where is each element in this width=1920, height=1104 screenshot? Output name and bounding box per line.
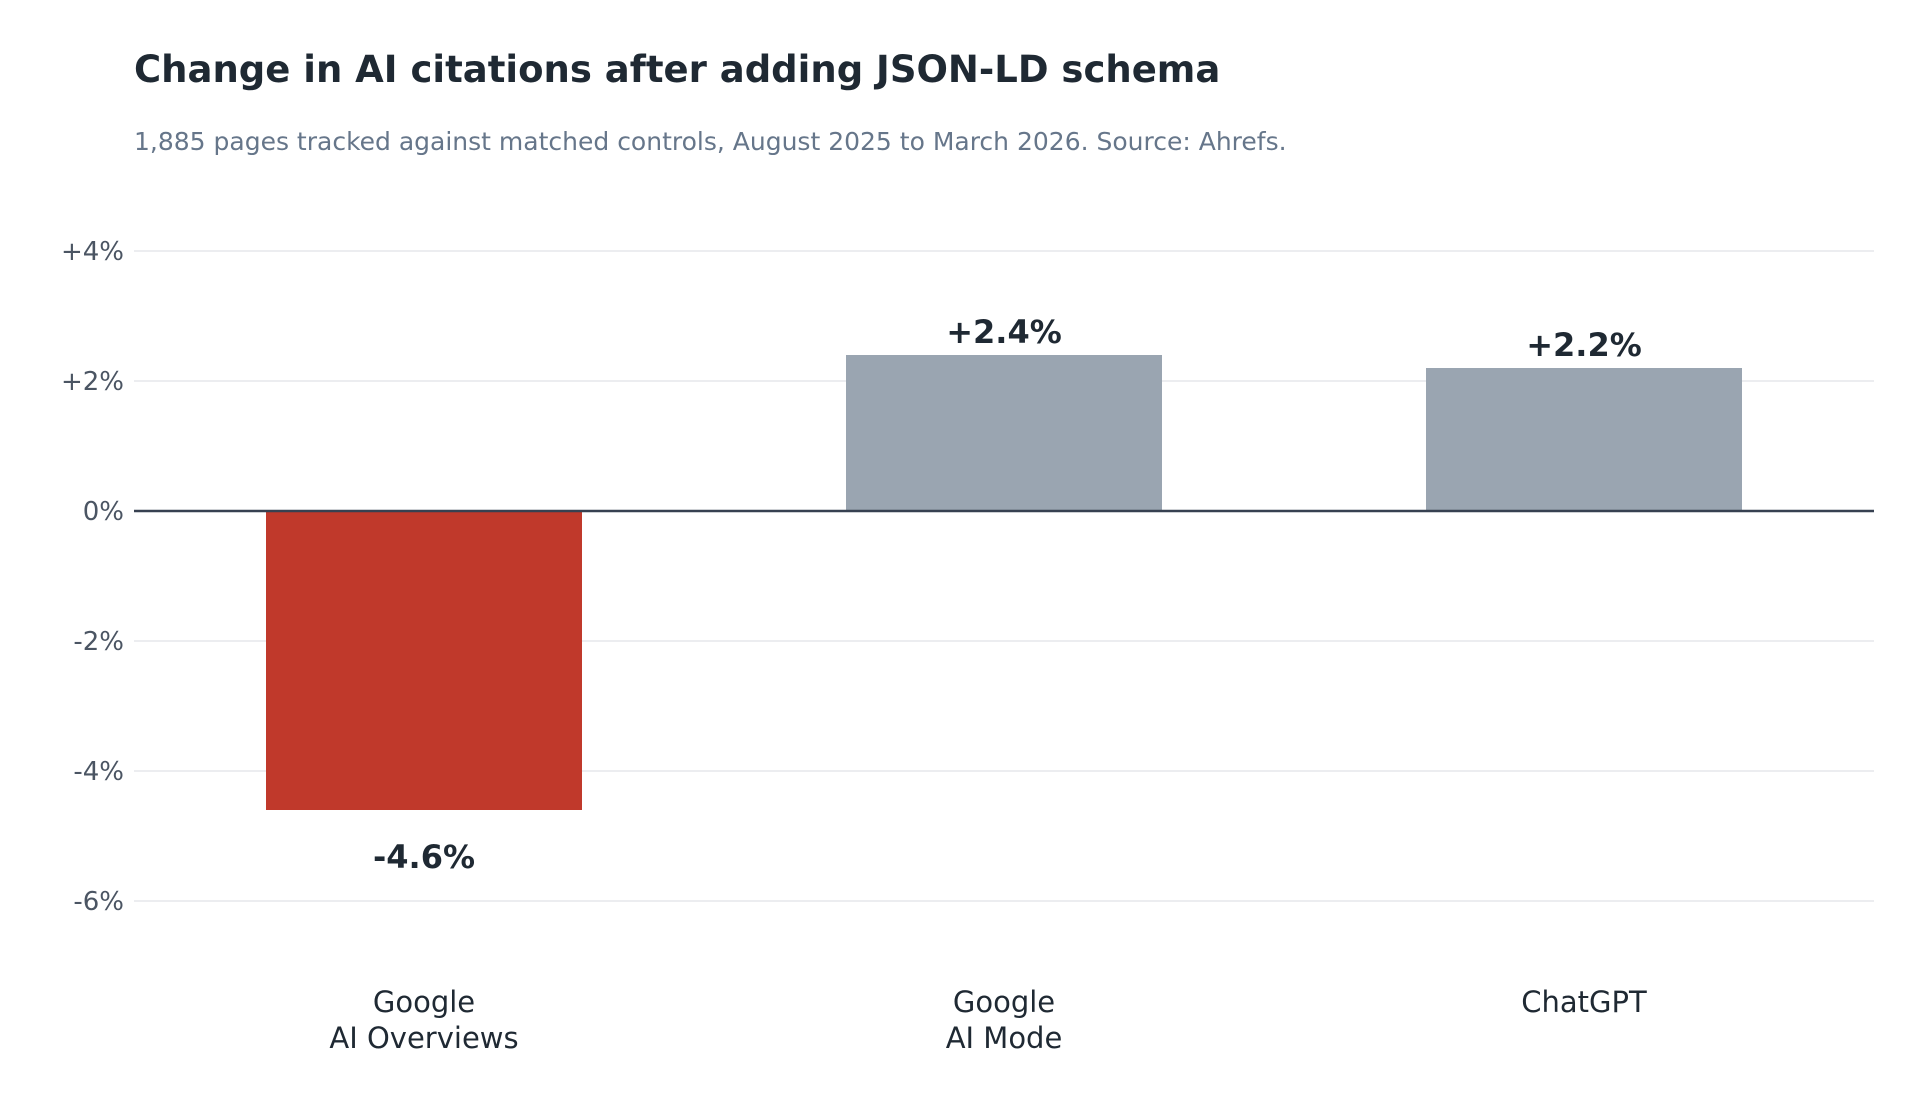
y-tick-label: -6% [73, 887, 124, 917]
category-label: AI Mode [946, 1021, 1063, 1055]
category-label: Google [373, 985, 475, 1019]
category-label: AI Overviews [329, 1021, 518, 1055]
y-tick-label: 0% [83, 497, 124, 527]
bar [846, 355, 1162, 511]
bar [1426, 368, 1742, 511]
data-label: +2.2% [1526, 326, 1642, 364]
y-tick-label: +4% [61, 237, 124, 267]
bars [266, 355, 1742, 810]
bar [266, 511, 582, 810]
y-tick-label: -2% [73, 627, 124, 657]
chart-title: Change in AI citations after adding JSON… [134, 48, 1221, 91]
y-tick-label: -4% [73, 757, 124, 787]
y-tick-labels: +4% +2% 0% -2% -4% -6% [61, 237, 124, 917]
data-label: -4.6% [373, 838, 475, 876]
chart-subtitle: 1,885 pages tracked against matched cont… [134, 127, 1287, 156]
category-label: ChatGPT [1521, 985, 1647, 1019]
category-label: Google [953, 985, 1055, 1019]
y-tick-label: +2% [61, 367, 124, 397]
data-labels: -4.6% +2.4% +2.2% [373, 313, 1642, 876]
data-label: +2.4% [946, 313, 1062, 351]
